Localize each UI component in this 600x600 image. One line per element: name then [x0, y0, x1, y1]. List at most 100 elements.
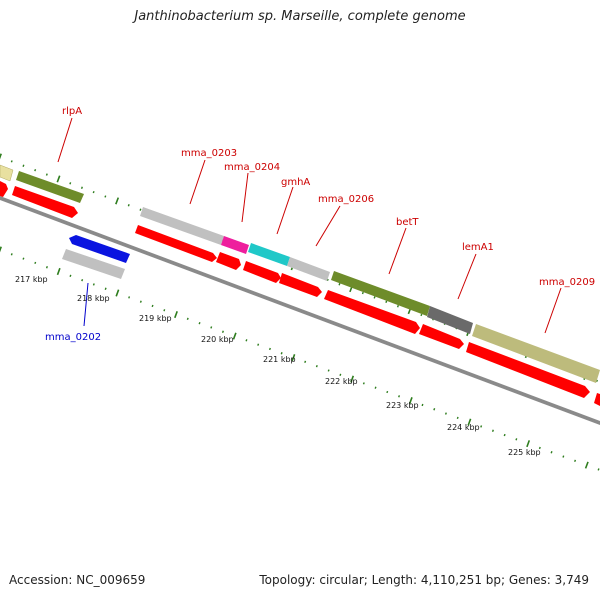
gene-feature-gray-0202[interactable] — [62, 249, 125, 279]
ruler-tick — [396, 305, 399, 308]
ruler-tick — [386, 390, 389, 394]
ruler-tick — [257, 343, 260, 346]
scale-label-223: 223 kbp — [386, 401, 419, 410]
ruler-tick — [128, 296, 131, 299]
gene-label-rlpA[interactable]: rlpA — [62, 106, 82, 117]
cds-arrow-0202-reverse[interactable] — [69, 235, 130, 263]
ruler-tick — [480, 425, 483, 428]
ruler-tick — [526, 440, 531, 448]
ruler-tick — [361, 291, 364, 295]
ruler-tick — [0, 246, 2, 253]
ruler-tick — [104, 195, 107, 198]
scale-label-218: 218 kbp — [77, 294, 110, 303]
cds-arrow-0204[interactable] — [216, 252, 241, 270]
ruler-tick — [420, 313, 423, 317]
map-title: Janthinobacterium sp. Marseille, complet… — [134, 9, 466, 24]
scale-labels: 217 kbp 218 kbp 219 kbp 220 kbp 221 kbp … — [15, 275, 541, 457]
cds-arrow-lemA1[interactable] — [419, 324, 464, 349]
ruler-tick — [22, 257, 25, 260]
ruler-tick — [515, 438, 518, 441]
cds-arrow-0203[interactable] — [135, 225, 217, 262]
ruler-tick — [338, 283, 341, 286]
ruler-tick — [574, 459, 577, 463]
ruler-tick — [127, 204, 130, 207]
cds-arrow-betT[interactable] — [324, 290, 420, 334]
gene-feature-olive-rlpA[interactable] — [16, 171, 84, 203]
ruler-tick — [186, 317, 189, 321]
ruler-tick — [597, 468, 600, 471]
scale-label-220: 220 kbp — [201, 335, 234, 344]
ruler-tick — [595, 379, 598, 383]
gene-label-mma_0203[interactable]: mma_0203 — [181, 148, 237, 159]
cds-arrow-0[interactable] — [0, 181, 8, 197]
ruler-tick — [315, 364, 318, 368]
ruler-tick — [174, 311, 178, 319]
ruler-tick — [584, 461, 589, 469]
ruler-tick — [151, 304, 154, 308]
ruler-tick — [291, 354, 296, 362]
ruler-tick — [163, 309, 166, 312]
ruler-tick — [221, 330, 224, 333]
ruler-tick — [327, 369, 330, 372]
gene-label-mma_0209[interactable]: mma_0209 — [539, 277, 595, 288]
ruler-tick — [421, 403, 424, 407]
gene-features — [0, 164, 600, 406]
ruler-tick — [362, 382, 365, 385]
gene-feature-olive-betT[interactable] — [331, 271, 430, 316]
ruler-tick — [139, 300, 142, 303]
scale-ruler — [0, 246, 600, 471]
ruler-tick — [550, 451, 553, 454]
gene-feature-cyan[interactable] — [248, 243, 290, 266]
gene-feature-gray-0206[interactable] — [287, 257, 330, 281]
ruler-tick — [104, 287, 107, 290]
ruler-tick — [198, 321, 201, 325]
gene-label-lemA1[interactable]: lemA1 — [462, 242, 494, 253]
gene-feature-gray-0203[interactable] — [140, 207, 224, 245]
ruler-tick — [503, 433, 506, 437]
ruler-tick — [374, 386, 377, 389]
ruler-tick — [34, 261, 37, 265]
gene-label-mma_0202[interactable]: mma_0202 — [45, 332, 101, 343]
gene-labels: rlpA mma_0203 mma_0204 gmhA mma_0206 bet… — [45, 106, 595, 343]
ruler-tick — [210, 326, 213, 329]
ruler-tick — [304, 360, 307, 364]
ruler-tick — [0, 153, 2, 160]
cds-arrow-rlpA[interactable] — [12, 186, 78, 218]
ruler-tick — [444, 412, 447, 415]
ruler-tick — [92, 283, 95, 286]
cds-arrow-0206[interactable] — [279, 273, 322, 297]
gene-label-mma_0204[interactable]: mma_0204 — [224, 162, 280, 173]
ruler-tick — [45, 266, 48, 269]
ruler-tick — [45, 173, 48, 176]
ruler-tick — [115, 289, 120, 297]
ruler-tick — [92, 190, 95, 194]
ruler-tick — [491, 429, 494, 432]
gene-label-betT[interactable]: betT — [396, 217, 419, 228]
ruler-tick — [538, 446, 541, 450]
ruler-tick — [22, 164, 25, 167]
ruler-tick — [232, 332, 237, 340]
cds-arrow-end[interactable] — [594, 393, 600, 406]
topology-text: Topology: circular; Length: 4,110,251 bp… — [259, 573, 589, 587]
ruler-tick — [56, 175, 61, 183]
scale-label-225: 225 kbp — [508, 448, 541, 457]
ruler-tick — [339, 373, 342, 376]
scale-label-219: 219 kbp — [139, 314, 172, 323]
gene-label-gmhA[interactable]: gmhA — [281, 177, 310, 188]
scale-label-217: 217 kbp — [15, 275, 48, 284]
scale-label-224: 224 kbp — [447, 423, 480, 432]
gene-label-mma_0206[interactable]: mma_0206 — [318, 194, 374, 205]
scale-label-221: 221 kbp — [263, 355, 296, 364]
gene-feature-magenta[interactable] — [221, 236, 249, 254]
ruler-tick — [467, 418, 472, 426]
accession-text: Accession: NC_009659 — [9, 573, 146, 587]
gene-feature-darkgray-lemA1[interactable] — [427, 306, 473, 334]
cds-arrow-gmhA[interactable] — [243, 261, 281, 283]
ruler-tick — [373, 296, 376, 299]
gene-feature-khaki-0209[interactable] — [472, 324, 600, 383]
cds-arrow-0209[interactable] — [466, 342, 590, 398]
ruler-tick — [408, 397, 413, 405]
ruler-tick — [69, 274, 72, 278]
gene-feature-yellow[interactable] — [0, 164, 14, 182]
